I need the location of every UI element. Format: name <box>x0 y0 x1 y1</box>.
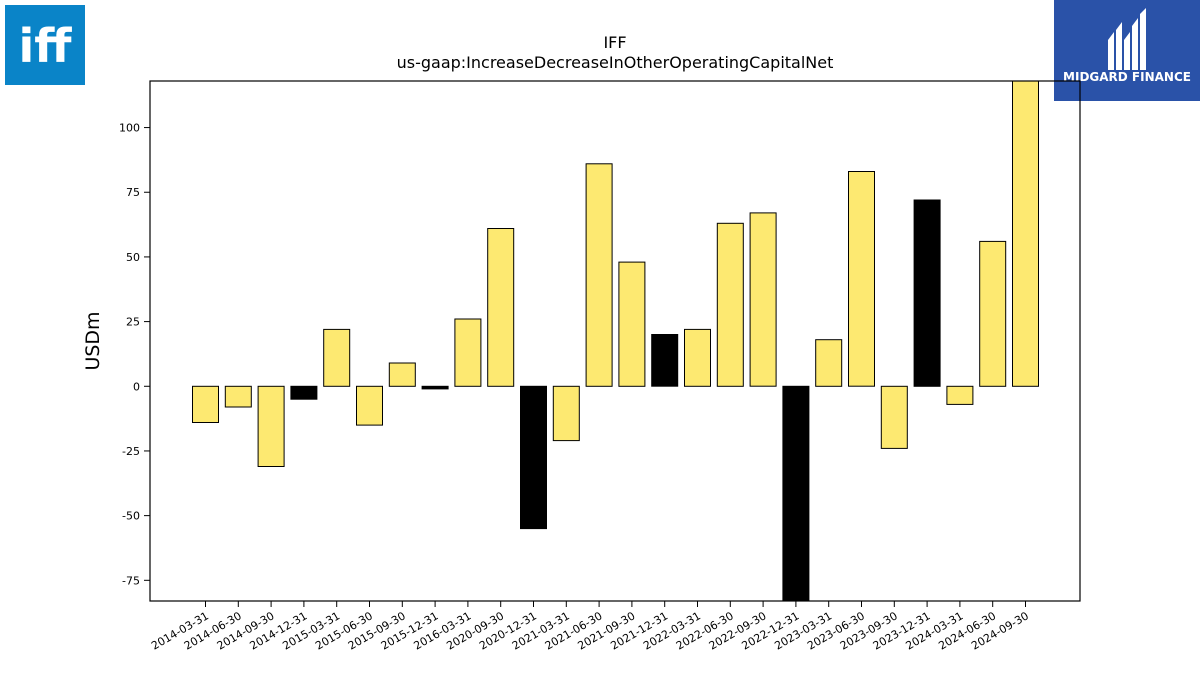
bar-2021-06-30 <box>585 163 613 387</box>
bar-2015-12-31 <box>421 385 449 390</box>
y-tick-label: 25 <box>126 316 140 329</box>
bar-2024-06-30 <box>979 240 1007 387</box>
plot-frame <box>149 80 1081 602</box>
bar-2023-03-31 <box>815 339 843 387</box>
bar-2022-09-30 <box>749 212 777 387</box>
midgard-finance-logo: MIDGARD FINANCE <box>1054 0 1200 101</box>
bar-2022-03-31 <box>684 328 711 387</box>
midgard-logo-text: MIDGARD FINANCE <box>1063 70 1191 84</box>
y-tick-label: 50 <box>126 251 140 264</box>
iff-logo-text: iff <box>18 19 72 73</box>
bar-2022-06-30 <box>716 222 744 387</box>
bar-2014-12-31 <box>290 385 318 400</box>
y-tick-label: -50 <box>122 510 140 523</box>
chart-title: IFF <box>603 33 626 52</box>
x-axis: 2014-03-312014-06-302014-09-302014-12-31… <box>149 601 1031 653</box>
bar-2015-03-31 <box>323 328 351 387</box>
chart-subtitle: us-gaap:IncreaseDecreaseInOtherOperating… <box>397 53 834 72</box>
bar-2015-06-30 <box>356 385 383 426</box>
bar-2020-12-31 <box>520 385 547 530</box>
midgard-emblem-icon <box>1108 8 1146 70</box>
bars-group <box>192 80 1039 602</box>
bar-2023-12-31 <box>913 199 941 387</box>
bar-2021-09-30 <box>618 261 646 387</box>
y-tick-label: 100 <box>119 122 140 135</box>
y-tick-label: 0 <box>133 380 140 393</box>
bar-2021-12-31 <box>651 334 679 387</box>
y-axis: -75 -50 -25 0 25 50 75 100 <box>119 122 150 587</box>
bar-2014-03-31 <box>192 385 219 423</box>
bar-2020-09-30 <box>487 228 515 387</box>
bar-2015-09-30 <box>388 362 416 387</box>
y-tick-label: -25 <box>122 445 140 458</box>
bar-2024-03-31 <box>946 385 974 405</box>
bar-2021-03-31 <box>552 385 580 442</box>
y-tick-label: 75 <box>126 186 140 199</box>
bar-2023-09-30 <box>880 385 908 449</box>
bar-2014-06-30 <box>224 385 252 408</box>
bar-2016-03-31 <box>454 318 482 387</box>
bar-2024-09-30 <box>1012 80 1039 387</box>
bar-2023-06-30 <box>848 171 875 387</box>
bar-2014-09-30 <box>257 385 285 467</box>
iff-logo-background <box>5 5 85 85</box>
y-tick-label: -75 <box>122 574 140 587</box>
iff-logo: iff <box>5 5 85 85</box>
bar-2022-12-31 <box>782 385 810 602</box>
y-axis-label: USDm <box>82 311 104 370</box>
